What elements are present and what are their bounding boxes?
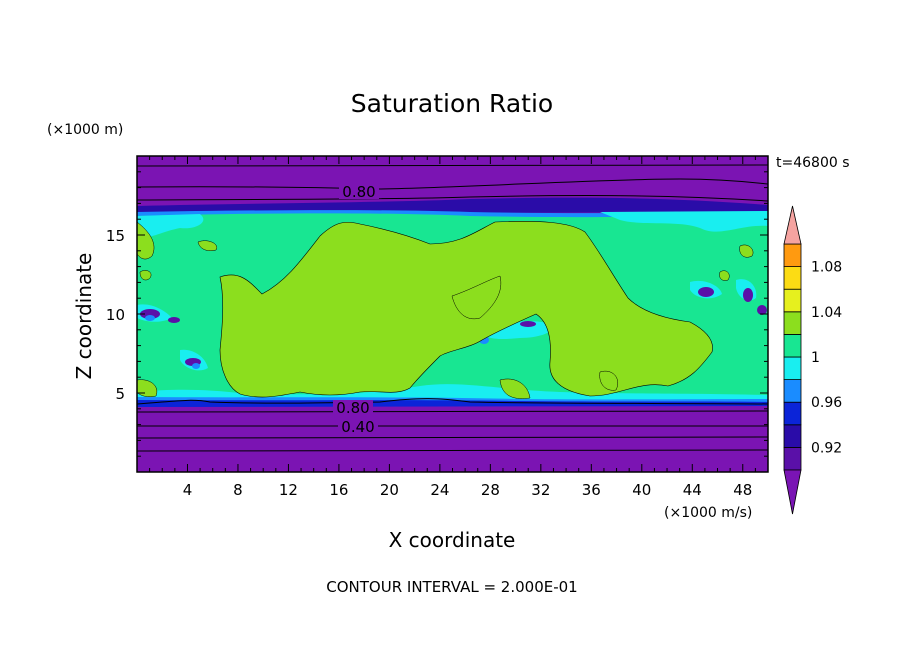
- x-unit-label: (×1000 m/s): [664, 505, 752, 521]
- colorbar-segment: [783, 266, 802, 290]
- colorbar-tick-label: 1: [811, 350, 820, 366]
- contour-label-box-1: [333, 400, 373, 415]
- x-tick-label: 36: [582, 481, 601, 499]
- colorbar-segment: [783, 446, 802, 471]
- colorbar-tick-label: 1.04: [811, 305, 842, 321]
- colorbar-tick-label: 0.92: [811, 440, 842, 456]
- contour-label-boxes: [333, 184, 379, 434]
- x-axis-label: X coordinate: [389, 528, 516, 552]
- contour-interval-label: CONTOUR INTERVAL = 2.000E-01: [326, 578, 577, 596]
- x-tick-label: 24: [430, 481, 449, 499]
- contour-lines: [137, 164, 768, 452]
- colorbar-tick-label: 0.96: [811, 395, 842, 411]
- x-tick-label: 12: [279, 481, 298, 499]
- y-axis-ticks: 5 10 15: [106, 171, 768, 457]
- contour-label-box-2: [338, 419, 378, 434]
- x-tick-label: 28: [481, 481, 500, 499]
- colorbar-segment: [783, 333, 802, 358]
- contour-label-lowest: 0.40: [341, 418, 374, 436]
- colorbar-over-arrow: [783, 205, 802, 245]
- colorbar-segment: [783, 288, 802, 313]
- x-tick-label: 32: [531, 481, 550, 499]
- lower-blue-band: [137, 400, 768, 407]
- small-green-patches: [137, 221, 754, 399]
- colorbar-segment: [783, 379, 802, 403]
- y-unit-label: (×1000 m): [47, 122, 123, 138]
- chart-title: Saturation Ratio: [351, 89, 553, 118]
- colorbar: 0.92 0.96 1 1.04 1.08: [783, 205, 842, 515]
- x-tick-label: 40: [632, 481, 651, 499]
- upper-blue-band: [137, 197, 768, 214]
- contour-label-lower: 0.80: [336, 399, 369, 417]
- colorbar-segment: [783, 243, 802, 268]
- x-tick-label: 48: [733, 481, 752, 499]
- y-tick-label: 15: [106, 227, 125, 245]
- y-tick-label: 10: [106, 306, 125, 324]
- dark-spots: [140, 287, 767, 366]
- colorbar-segment: [783, 424, 802, 448]
- colorbar-under-arrow: [783, 469, 802, 515]
- colorbar-tick-label: 1.08: [811, 260, 842, 276]
- y-axis-label: Z coordinate: [72, 253, 96, 380]
- contour-label-upper: 0.80: [342, 183, 375, 201]
- colorbar-segment: [783, 311, 802, 335]
- x-tick-label: 44: [683, 481, 702, 499]
- x-tick-label: 4: [183, 481, 193, 499]
- contour-label-box-0: [339, 184, 379, 199]
- x-tick-label: 16: [329, 481, 348, 499]
- x-tick-label: 8: [233, 481, 243, 499]
- colorbar-segment: [783, 401, 802, 426]
- x-tick-label: 20: [380, 481, 399, 499]
- x-axis-ticks: 4 8 12 16 20 24 28 32 36 40 44 48: [149, 156, 756, 499]
- y-tick-label: 5: [115, 385, 125, 403]
- contour-plot-area: [137, 156, 768, 472]
- colorbar-segment: [783, 356, 802, 381]
- time-label: t=46800 s: [776, 155, 850, 171]
